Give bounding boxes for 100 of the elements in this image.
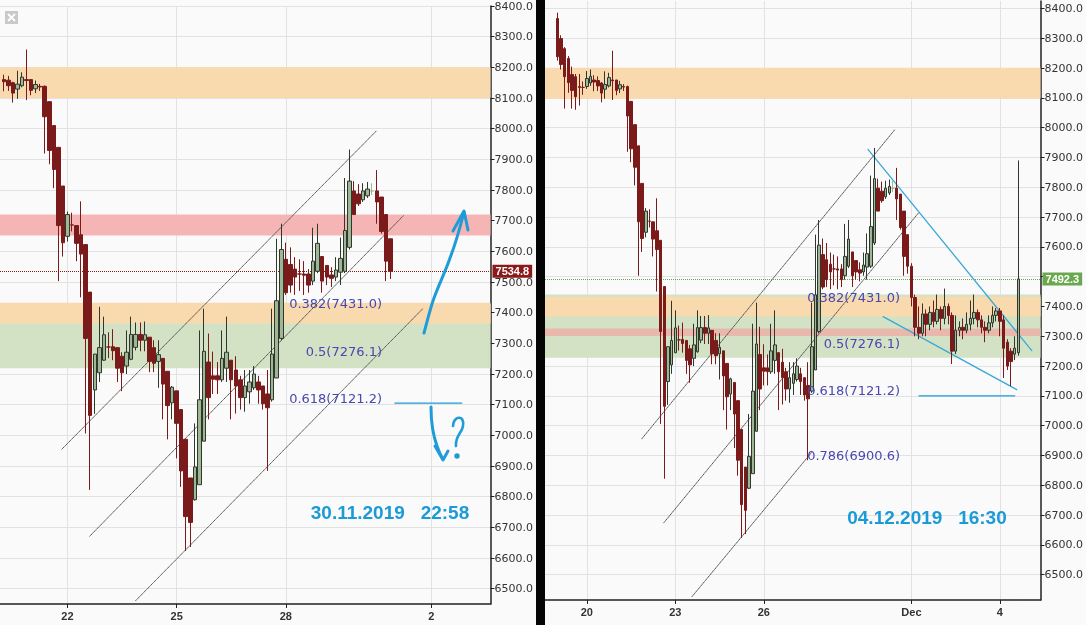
candlestick (138, 321, 143, 352)
candlestick (921, 302, 924, 337)
candlestick (773, 309, 777, 375)
candlestick (15, 70, 20, 100)
candlestick (578, 73, 581, 107)
candlestick (589, 69, 592, 87)
candlestick (718, 332, 721, 380)
annotation: 30.11.2019 22:58 (310, 501, 470, 523)
y-tick-label: 7000.0 (494, 428, 534, 442)
x-tick-label: 22 (61, 609, 74, 622)
y-tick-label: 8000.0 (1044, 121, 1084, 135)
y-tick-label: 7700.0 (1044, 210, 1084, 224)
candlestick (703, 315, 707, 345)
candlestick (825, 242, 828, 288)
candlestick (707, 314, 710, 345)
candlestick (832, 254, 836, 286)
y-tick-label: 7600.0 (494, 244, 534, 258)
candlestick (329, 266, 334, 288)
y-tick-label: 8300.0 (1044, 31, 1084, 45)
y-tick-label: 8000.0 (494, 122, 534, 136)
candlestick (288, 246, 293, 294)
candlestick (365, 181, 370, 199)
x-tick-label: 4 (996, 605, 1004, 618)
candlestick (843, 223, 847, 281)
candlestick (24, 49, 29, 101)
y-tick-label: 6500.0 (1044, 568, 1084, 582)
candlestick (644, 207, 648, 238)
y-tick-label: 7300.0 (494, 336, 534, 350)
y-tick-label: 6900.0 (1044, 448, 1084, 462)
y-tick-label: 7100.0 (494, 398, 534, 412)
y-tick-label: 7400.0 (1044, 299, 1084, 313)
annotation: 0.5(7276.1) (305, 343, 382, 359)
y-tick-label: 8400.0 (1044, 1, 1084, 15)
y-tick-label: 7900.0 (1044, 150, 1084, 164)
candlestick (33, 80, 38, 94)
candlestick (611, 50, 614, 101)
ref-line-label: 7492.3 (1045, 272, 1080, 285)
candlestick (928, 305, 932, 331)
x-tick-label: Dec (901, 605, 922, 618)
candlestick (224, 316, 229, 383)
y-tick-label: 6700.0 (494, 520, 534, 534)
annotation: 0.5(7276.1) (823, 335, 900, 351)
candlestick (206, 333, 211, 420)
candlestick (939, 305, 943, 331)
y-tick-label: 8100.0 (1044, 91, 1084, 105)
y-tick-label: 8300.0 (494, 30, 534, 44)
candlestick (836, 255, 839, 290)
x-tick-label: 2 (428, 609, 435, 622)
y-tick-label: 6900.0 (494, 459, 534, 473)
y-tick-label: 6500.0 (494, 582, 534, 596)
candlestick (943, 288, 946, 325)
annotation: 0.786(6900.6) (807, 447, 900, 463)
x-tick-label: 26 (757, 605, 770, 618)
y-tick-label: 6600.0 (1044, 538, 1084, 552)
ref-line-label: 7534.8 (495, 265, 530, 278)
candlestick (821, 238, 825, 290)
y-tick-label: 8100.0 (494, 91, 534, 105)
y-tick-label: 7300.0 (1044, 329, 1084, 343)
candlestick (788, 361, 791, 404)
candlestick (1017, 159, 1020, 357)
y-tick-label: 7000.0 (1044, 419, 1084, 433)
candlestick (888, 179, 891, 196)
candlestick (961, 317, 965, 340)
y-tick-label: 6800.0 (1044, 478, 1084, 492)
candlestick (603, 70, 607, 100)
annotation: 04.12.2019 16:30 (847, 506, 1007, 528)
y-tick-label: 6800.0 (494, 490, 534, 504)
y-tick-label: 7400.0 (494, 306, 534, 320)
candlestick (677, 325, 681, 352)
y-tick-label: 8400.0 (494, 0, 534, 13)
y-tick-label: 6600.0 (494, 551, 534, 565)
y-tick-label: 7200.0 (1044, 359, 1084, 373)
candlestick (758, 326, 762, 411)
candlestick (932, 300, 935, 328)
y-tick-label: 8200.0 (494, 60, 534, 74)
candlestick (806, 361, 810, 461)
candlestick (618, 80, 622, 94)
y-tick-label: 6700.0 (1044, 508, 1084, 522)
y-tick-label: 7900.0 (494, 152, 534, 166)
candlestick (858, 261, 862, 282)
candlestick (876, 178, 880, 212)
candlestick (884, 180, 887, 200)
y-tick-label: 8200.0 (1044, 61, 1084, 75)
candlestick (710, 329, 714, 365)
candlestick (147, 336, 152, 373)
candlestick (729, 377, 732, 411)
candlestick (851, 251, 854, 288)
candlestick (924, 308, 928, 337)
y-tick-label: 7100.0 (1044, 389, 1084, 403)
y-tick-label: 7600.0 (1044, 240, 1084, 254)
candlestick (777, 352, 780, 411)
y-tick-label: 7500.0 (494, 275, 534, 289)
candlestick (585, 70, 589, 90)
candlestick (714, 332, 718, 365)
candlestick (688, 344, 692, 384)
candlestick (143, 321, 147, 352)
candlestick (156, 339, 161, 389)
candlestick (265, 369, 270, 472)
candlestick (935, 294, 939, 325)
x-tick-label: 23 (669, 605, 682, 618)
